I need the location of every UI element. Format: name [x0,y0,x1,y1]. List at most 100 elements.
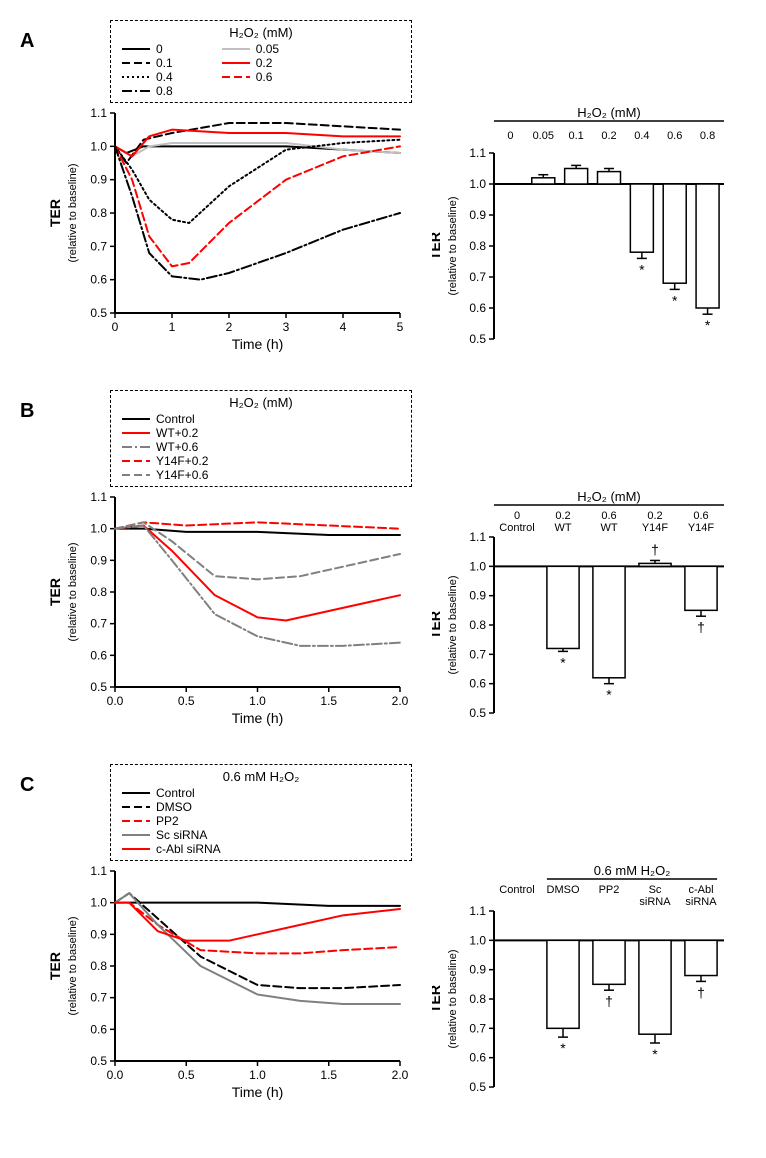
bar-chart: 0.50.60.70.80.91.01.1H₂O₂ (mM)0Control0.… [432,487,732,727]
svg-text:WT: WT [600,522,617,534]
svg-text:*: * [672,292,678,308]
svg-text:1.1: 1.1 [469,146,486,160]
svg-text:0.6: 0.6 [90,648,107,662]
legend-item: c-Abl siRNA [121,842,255,856]
svg-text:(relative to baseline): (relative to baseline) [447,196,459,295]
svg-text:c-Abl: c-Abl [688,884,713,896]
legend-label: 0.4 [156,70,173,84]
svg-text:0.8: 0.8 [700,130,715,142]
svg-text:1.5: 1.5 [320,1068,337,1082]
legend-item: WT+0.2 [121,426,255,440]
legend-item: 0 [121,42,209,56]
svg-text:(relative to baseline): (relative to baseline) [67,163,79,262]
svg-text:Control: Control [499,522,534,534]
svg-text:1.1: 1.1 [90,490,107,504]
legend-label: PP2 [156,814,179,828]
line-chart: 0.50.60.70.80.91.01.10.00.51.01.52.0Time… [50,863,410,1103]
svg-text:Time (h): Time (h) [232,336,284,352]
legend-item: 0.8 [121,84,209,98]
svg-text:3: 3 [283,320,290,334]
svg-text:Y14F: Y14F [688,522,715,534]
legend-label: 0.2 [256,56,273,70]
svg-text:†: † [651,541,659,557]
legend: H₂O₂ (mM) 0 0.05 0.1 0.2 0.4 0.6 0.8 [110,20,412,103]
line-chart-block: H₂O₂ (mM)00.050.10.20.40.60.80.50.60.70.… [50,20,412,360]
svg-text:0.5: 0.5 [178,1068,195,1082]
legend-label: DMSO [156,800,192,814]
svg-text:1.0: 1.0 [249,694,266,708]
svg-text:*: * [560,654,566,670]
svg-text:*: * [606,687,612,703]
svg-text:0.2: 0.2 [555,510,570,522]
svg-text:TER: TER [432,611,443,639]
svg-text:0.6: 0.6 [469,1051,486,1065]
svg-text:0.5: 0.5 [469,706,486,720]
panel-label: B [20,400,34,423]
legend-item: 0.6 [221,70,309,84]
legend-item: Sc siRNA [121,828,255,842]
svg-text:(relative to baseline): (relative to baseline) [67,542,79,641]
svg-text:0.9: 0.9 [469,589,486,603]
legend: H₂O₂ (mM)ControlWT+0.2WT+0.6Y14F+0.2Y14F… [110,390,412,487]
svg-text:1.0: 1.0 [469,177,486,191]
svg-text:0: 0 [112,320,119,334]
legend-label: Y14F+0.6 [156,468,208,482]
svg-text:0.9: 0.9 [90,927,107,941]
svg-text:0.6 mM H₂O₂: 0.6 mM H₂O₂ [594,863,671,878]
svg-text:TER: TER [50,578,63,606]
line-chart: 0.50.60.70.80.91.01.10.00.51.01.52.0Time… [50,489,410,729]
svg-text:0.2: 0.2 [647,510,662,522]
svg-text:H₂O₂ (mM): H₂O₂ (mM) [577,489,641,504]
legend-item: Control [121,412,255,426]
legend-label: Control [156,412,195,426]
legend-label: WT+0.6 [156,440,198,454]
svg-text:Y14F: Y14F [642,522,669,534]
svg-text:WT: WT [554,522,571,534]
svg-text:0.8: 0.8 [469,239,486,253]
svg-text:0.6: 0.6 [601,510,616,522]
svg-text:siRNA: siRNA [639,896,671,908]
legend-item: WT+0.6 [121,440,255,454]
svg-text:0.5: 0.5 [469,332,486,346]
bar-chart-block: 0.50.60.70.80.91.01.10.6 mM H₂O₂ControlD… [432,861,732,1106]
svg-text:1.0: 1.0 [249,1068,266,1082]
svg-text:TER: TER [432,985,443,1013]
svg-text:0.7: 0.7 [469,270,486,284]
legend-title: H₂O₂ (mM) [121,25,401,40]
panel-A: AH₂O₂ (mM)00.050.10.20.40.60.80.50.60.70… [20,20,746,360]
svg-text:0.2: 0.2 [601,130,616,142]
svg-text:0.1: 0.1 [568,130,583,142]
legend-item: 0.1 [121,56,209,70]
svg-text:0.8: 0.8 [469,618,486,632]
panel-C: C0.6 mM H₂O₂ControlDMSOPP2Sc siRNAc-Abl … [20,764,746,1108]
svg-text:0.5: 0.5 [178,694,195,708]
svg-text:0.4: 0.4 [634,130,649,142]
svg-text:†: † [605,993,613,1009]
legend-label: Control [156,786,195,800]
panel-B: BH₂O₂ (mM)ControlWT+0.2WT+0.6Y14F+0.2Y14… [20,390,746,734]
svg-text:DMSO: DMSO [547,884,580,896]
svg-text:0.9: 0.9 [469,963,486,977]
svg-text:1.1: 1.1 [469,904,486,918]
svg-text:(relative to baseline): (relative to baseline) [67,916,79,1015]
svg-text:0.6: 0.6 [90,1022,107,1036]
svg-text:1: 1 [169,320,176,334]
line-chart: 0.50.60.70.80.91.01.1012345Time (h)TER(r… [50,105,410,355]
svg-text:†: † [697,984,705,1000]
line-chart-block: 0.6 mM H₂O₂ ControlDMSOPP2Sc siRNAc-Abl s… [50,764,412,1108]
svg-text:0.9: 0.9 [469,208,486,222]
svg-text:1.5: 1.5 [320,694,337,708]
svg-text:0.7: 0.7 [469,1021,486,1035]
svg-text:0.8: 0.8 [90,959,107,973]
legend-label: 0.8 [156,84,173,98]
figure-root: AH₂O₂ (mM)00.050.10.20.40.60.80.50.60.70… [20,20,746,1108]
svg-text:Sc: Sc [649,884,662,896]
svg-text:0.5: 0.5 [90,306,107,320]
legend-item: Control [121,786,255,800]
legend-label: 0.05 [256,42,279,56]
svg-text:2.0: 2.0 [392,1068,409,1082]
legend-title: 0.6 mM H₂O₂ [121,769,401,784]
legend-label: 0 [156,42,163,56]
legend-item: Y14F+0.2 [121,454,255,468]
legend-item: 0.2 [221,56,309,70]
